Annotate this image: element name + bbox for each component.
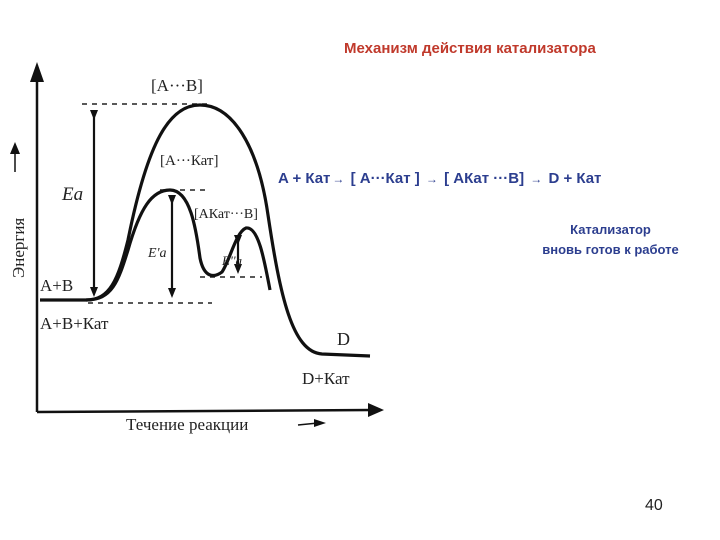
equation-intermediate-2: [ AКат ···B] <box>444 170 525 187</box>
catalyst-note-line2: вновь готов к работе <box>542 242 679 257</box>
x-label-arrow-icon <box>314 419 326 427</box>
label-ea-prime: E'a <box>147 246 167 261</box>
x-axis <box>36 408 373 414</box>
y-axis-arrow-icon <box>30 62 44 82</box>
page-number: 40 <box>645 497 663 514</box>
slide-title: Механизм действия катализатора <box>344 40 596 57</box>
x-axis-arrow-icon <box>368 403 384 417</box>
label-reactants: A+B <box>40 276 73 295</box>
label-transition-cat2: [AКат···B] <box>194 207 258 222</box>
catalyst-note-line1: Катализатор <box>570 222 651 237</box>
label-transition-cat1: [A···Кат] <box>160 153 218 169</box>
arrow-icon: → <box>332 172 345 186</box>
label-product-with-catalyst: D+Кат <box>302 369 350 388</box>
label-ea-double-prime: E''a <box>221 253 243 268</box>
catalyzed-curve <box>85 188 272 302</box>
arrow-icon: → <box>425 172 438 186</box>
arrow-icon: → <box>530 172 543 186</box>
label-reactants-with-catalyst: A+B+Кат <box>40 314 109 333</box>
y-axis-label: Энергия <box>9 218 28 278</box>
catalyst-note: Катализатор вновь готов к работе <box>508 220 713 260</box>
uncatalyzed-curve <box>40 103 371 358</box>
equation-products: D + Кат <box>548 170 602 187</box>
y-label-arrow-icon <box>10 142 20 154</box>
label-product: D <box>337 329 350 349</box>
label-ea: Ea <box>61 184 83 205</box>
equation-reactants: A + Кат <box>278 170 331 187</box>
x-axis-label: Течение реакции <box>126 415 248 434</box>
reaction-equation: A + Кат → [ A···Кат ] → [ AКат ···B] → D … <box>278 170 601 187</box>
label-transition-uncatalyzed: [A···B] <box>151 76 203 95</box>
equation-intermediate-1: [ A···Кат ] <box>350 170 420 187</box>
